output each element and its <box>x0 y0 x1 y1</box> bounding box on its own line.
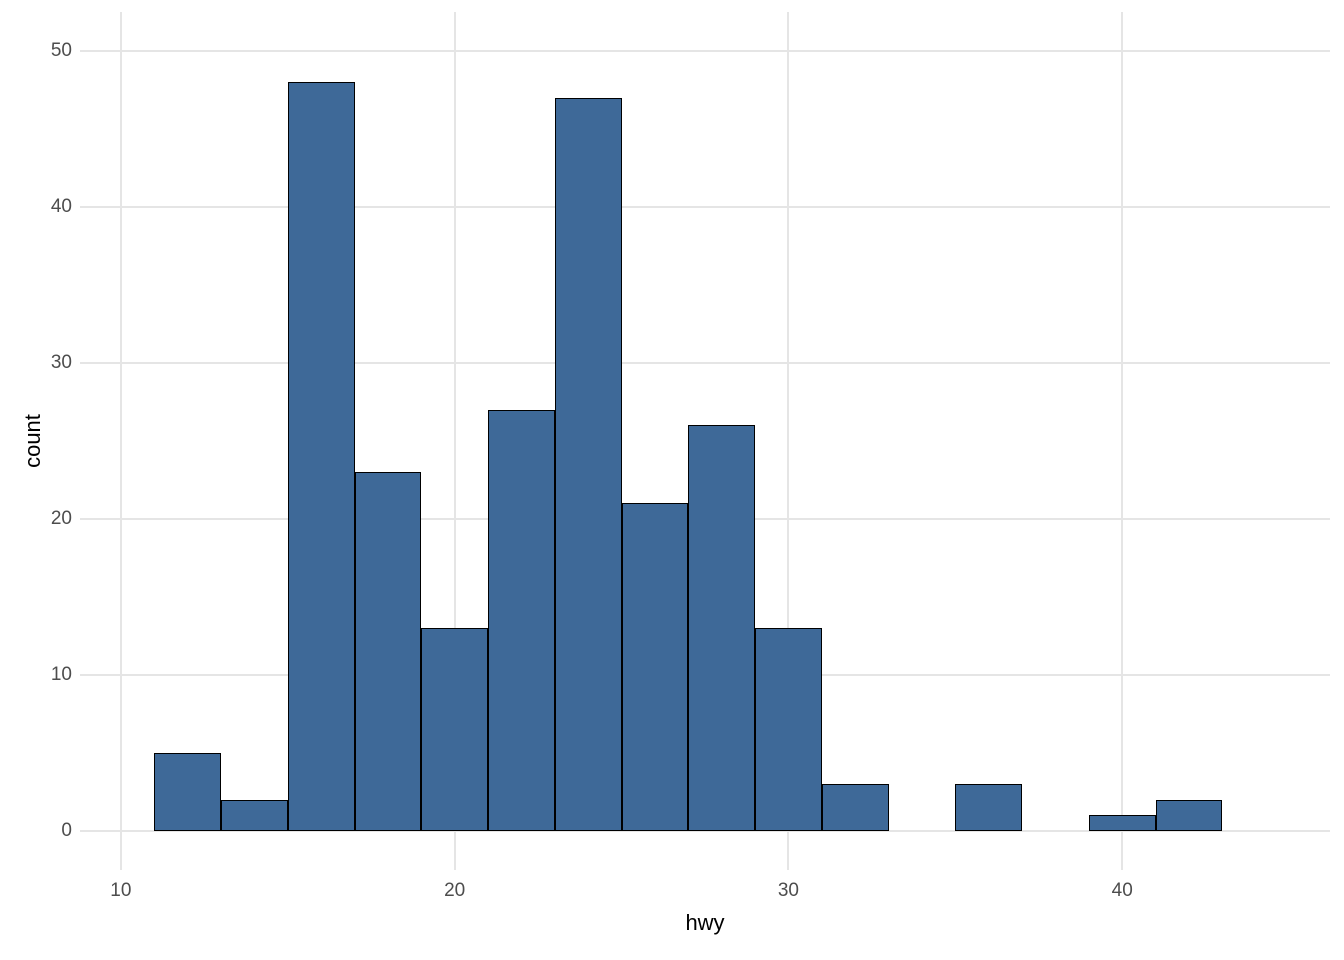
y-tick-label: 10 <box>40 664 72 686</box>
x-tick-label: 10 <box>110 880 131 902</box>
gridline-horizontal <box>80 206 1330 208</box>
histogram-bar <box>688 425 755 831</box>
histogram-bar <box>355 472 422 831</box>
histogram-bar <box>488 410 555 831</box>
histogram-chart: count hwy 0 10 20 30 40 50 10 20 30 40 <box>0 0 1344 960</box>
y-tick-label: 20 <box>40 508 72 530</box>
y-tick-label: 0 <box>40 820 72 842</box>
histogram-bar <box>1156 800 1223 831</box>
histogram-bar <box>288 82 355 831</box>
gridline-horizontal <box>80 362 1330 364</box>
y-tick-label: 30 <box>40 352 72 374</box>
histogram-bar <box>955 784 1022 831</box>
histogram-bar <box>1089 815 1156 831</box>
x-tick-label: 20 <box>444 880 465 902</box>
histogram-bar <box>154 753 221 831</box>
histogram-bar <box>421 628 488 831</box>
histogram-bar <box>555 98 622 831</box>
x-tick-label: 40 <box>1112 880 1133 902</box>
gridline-vertical <box>120 12 122 870</box>
x-axis-title: hwy <box>685 910 724 936</box>
histogram-bar <box>755 628 822 831</box>
gridline-vertical <box>1121 12 1123 870</box>
histogram-bar <box>622 503 689 831</box>
histogram-bar <box>822 784 889 831</box>
plot-area <box>80 12 1330 870</box>
y-tick-label: 50 <box>40 40 72 62</box>
y-axis-title: count <box>20 414 46 468</box>
x-tick-label: 30 <box>778 880 799 902</box>
y-tick-label: 40 <box>40 196 72 218</box>
histogram-bar <box>221 800 288 831</box>
gridline-horizontal <box>80 50 1330 52</box>
